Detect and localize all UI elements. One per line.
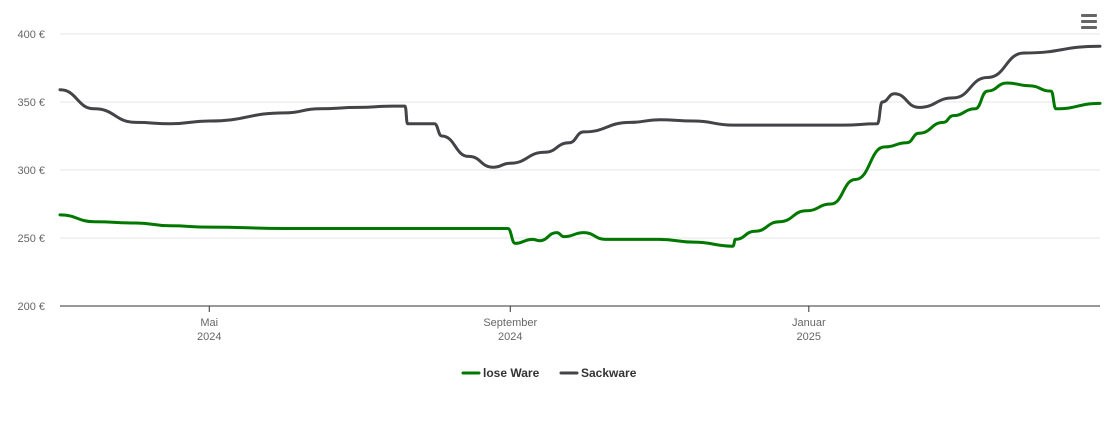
x-tick-label-year: 2024 (197, 331, 221, 343)
plot-series (58, 44, 1102, 248)
y-axis: 200 € 250 € 300 € 350 € 400 € (17, 29, 45, 313)
y-tick-label: 250 € (17, 233, 45, 245)
x-tick-label-year: 2025 (797, 331, 821, 343)
legend-item-label[interactable]: lose Ware (483, 366, 540, 380)
series-line-sackware[interactable] (58, 44, 1102, 169)
legend-item-label[interactable]: Sackware (581, 366, 637, 380)
y-tick-label: 400 € (17, 29, 45, 41)
x-tick-label-month: September (483, 317, 537, 329)
x-tick-label-month: Mai (200, 317, 218, 329)
hamburger-menu-icon[interactable] (1078, 12, 1100, 32)
y-tick-label: 350 € (17, 97, 45, 109)
x-tick-label-year: 2024 (498, 331, 522, 343)
y-tick-label: 200 € (17, 301, 45, 313)
x-axis: Mai 2024 September 2024 Januar 2025 (60, 305, 1100, 343)
y-tick-label: 300 € (17, 165, 45, 177)
series-line-lose-ware[interactable] (58, 81, 1102, 248)
legend[interactable]: lose Ware Sackware (461, 366, 637, 380)
x-tick-label-month: Januar (792, 317, 826, 329)
gridlines (60, 33, 1100, 239)
